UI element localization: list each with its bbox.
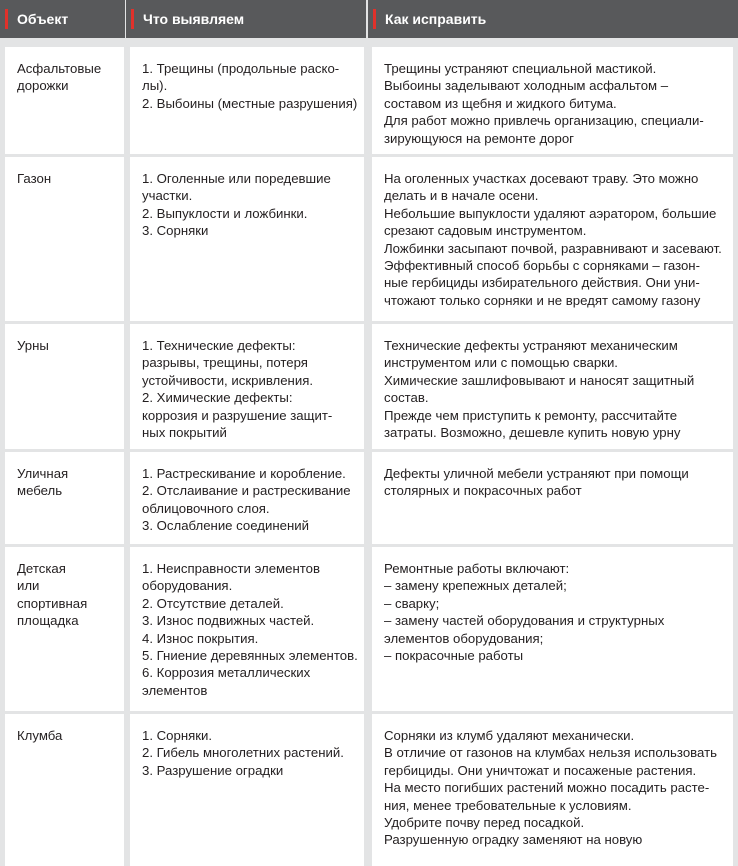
cell-text: 6. Коррозия металлических [142, 665, 311, 681]
cell-text: Трещины устраняют специальной мастикой. [384, 61, 657, 76]
cell-text: Ложбинки засыпают почвой, разравнивают и… [384, 240, 722, 256]
cell-text: Небольшие выпуклости удаляют аэратором, … [384, 205, 717, 221]
cell-text: Разрушенную оградку заменяют на новую [384, 832, 643, 848]
table-cell: Сорняки из клумб удаляют механически. В о… [372, 714, 733, 866]
cell-text: Выбоины заделывают холодным асфальтом – [384, 78, 669, 94]
table-cell: Дефекты уличной мебели устраняют при пом… [372, 452, 733, 544]
cell-text: 2. Химические дефекты: [142, 390, 293, 406]
cell-text: гербициды. Они уничтожат и посаженые рас… [384, 762, 697, 778]
cell-text: Уличная [17, 466, 69, 481]
cell-text: ных покрытий [142, 425, 227, 441]
table-cell: 1. Неисправности элементов оборудования. 2… [130, 547, 364, 711]
cell-text: Для работ можно привлечь организацию, сп… [384, 113, 704, 129]
cell-text: коррозия и разрушение защит- [142, 407, 333, 423]
cell-text: Клумба [17, 728, 63, 743]
cell-text: Ремонтные работы включают: [384, 561, 570, 576]
cell-text: состав. [384, 390, 429, 406]
cell-text: спортивная [17, 595, 88, 611]
cell-text: 1. Трещины (продольные раско- [142, 61, 340, 76]
cell-text: Урны [17, 338, 49, 353]
cell-text: В отличие от газонов на клумбах нельзя и… [384, 745, 717, 761]
cell-text: – замену частей оборудования и структурн… [384, 613, 665, 629]
cell-text: облицовочного слоя. [142, 500, 270, 516]
table-cell: Ремонтные работы включают: – замену крепе… [372, 547, 733, 711]
cell-text: – замену крепежных деталей; [384, 578, 567, 594]
header-cell: Как исправить [368, 0, 738, 38]
cell-text: элементов оборудования; [384, 630, 544, 646]
cell-text: 1. Растрескивание и коробление. [142, 466, 346, 481]
cell-text: ные гербициды избирательного действия. О… [384, 275, 700, 291]
cell-text: Технические дефекты устраняют механическ… [384, 338, 678, 353]
header-cell: Что выявляем [126, 0, 366, 38]
cell-text: 2. Отслаивание и растрескивание [142, 483, 351, 499]
table-cell: 1. Сорняки. 2. Гибель многолетних растени… [130, 714, 364, 866]
cell-text: составом из щебня и жидкого битума. [384, 95, 617, 111]
cell-text: Сорняки из клумб удаляют механически. [384, 728, 635, 743]
cell-text: Дефекты уличной мебели устраняют при пом… [384, 466, 689, 481]
cell-text: Детская [17, 561, 66, 576]
table-cell: Трещины устраняют специальной мастикой. В… [372, 47, 733, 154]
table-cell: 1. Технические дефекты: разрывы, трещины,… [130, 324, 364, 449]
cell-text: 2. Гибель многолетних растений. [142, 745, 344, 761]
cell-text: срезают садовым инструментом. [384, 223, 587, 239]
cell-text: устойчивости, искривления. [142, 372, 314, 388]
table-cell: 1. Оголенные или поредевшие участки. 2. Вы… [130, 157, 364, 321]
table-cell: 1. Растрескивание и коробление. 2. Отслаи… [130, 452, 364, 544]
cell-text: На оголенных участках досевают траву. Эт… [384, 171, 699, 186]
cell-text: 1. Оголенные или поредевшие [142, 171, 331, 186]
table-cell: На оголенных участках досевают траву. Эт… [372, 157, 733, 321]
cell-text: 3. Разрушение оградки [142, 762, 284, 778]
cell-text: – сварку; [384, 595, 440, 611]
cell-text: Эффективный способ борьбы с сорняками – … [384, 258, 700, 274]
cell-text: Прежде чем приступить к ремонту, рассчит… [384, 407, 678, 423]
cell-text: мебель [17, 483, 63, 499]
cell-text: элементов [142, 682, 208, 698]
cell-text: 1. Неисправности элементов [142, 561, 320, 576]
table-cell: Газон [5, 157, 124, 321]
cell-text: или [17, 578, 40, 594]
table-cell: Клумба [5, 714, 124, 866]
cell-text: Удобрите почву перед посадкой. [384, 815, 585, 831]
cell-text: 2. Выбоины (местные разрушения) [142, 95, 358, 111]
cell-text: 3. Ослабление соединений [142, 518, 309, 534]
cell-text: участки. [142, 188, 193, 204]
table-cell: Детская или спортивная площадка [5, 547, 124, 711]
cell-text: – покрасочные работы [384, 648, 524, 664]
cell-text: 2. Выпуклости и ложбинки. [142, 205, 308, 221]
cell-text: площадка [17, 613, 79, 629]
cell-text: На место погибших растений можно посадит… [384, 780, 710, 796]
cell-text: затраты. Возможно, дешевле купить новую … [384, 425, 681, 441]
cell-text: зирующуюся на ремонте дорог [384, 130, 574, 146]
cell-text: Химические зашлифовывают и наносят защит… [384, 372, 695, 388]
table-cell: 1. Трещины (продольные раско-лы). 2. Выбо… [130, 47, 364, 154]
cell-text: инструментом или с помощью сварки. [384, 355, 618, 371]
cell-text: делать и в начале осени. [384, 188, 539, 204]
cell-text: 1. Сорняки. [142, 728, 213, 743]
cell-text: 1. Технические дефекты: [142, 338, 296, 353]
cell-text: столярных и покрасочных работ [384, 483, 582, 499]
cell-text: 3. Износ подвижных частей. [142, 613, 315, 629]
cell-text: 4. Износ покрытия. [142, 630, 259, 646]
cell-text: оборудования. [142, 578, 233, 594]
table-cell: Технические дефекты устраняют механическ… [372, 324, 733, 449]
cell-text: ния, менее требовательные к условиям. [384, 797, 632, 813]
cell-text: 5. Гниение деревянных элементов. [142, 648, 358, 664]
table-cell: Урны [5, 324, 124, 449]
cell-text: разрывы, трещины, потеря [142, 355, 308, 371]
cell-text: Асфальтовые [17, 61, 102, 76]
cell-text: Газон [17, 171, 52, 186]
cell-text: 2. Отсутствие деталей. [142, 595, 284, 611]
cell-text: 3. Сорняки [142, 223, 209, 239]
header-cell: Объект [0, 0, 125, 38]
table-cell: Асфальтовые дорожки [5, 47, 124, 154]
cell-text: дорожки [17, 78, 69, 94]
table-cell: Уличная мебель [5, 452, 124, 544]
cell-text: лы). [142, 78, 168, 94]
cell-text: чтожают только сорняки и не вредят самом… [384, 292, 701, 308]
